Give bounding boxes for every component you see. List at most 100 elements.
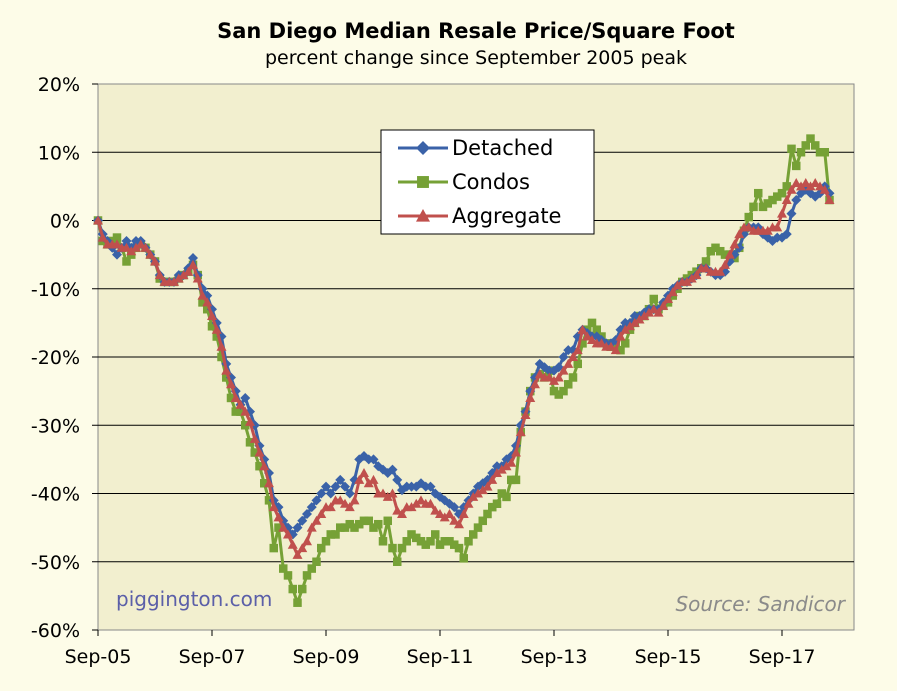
data-point	[340, 523, 350, 532]
y-tick-label: -50%	[31, 552, 80, 574]
x-tick-label: Sep-09	[293, 646, 360, 668]
data-point	[397, 543, 407, 553]
data-point	[544, 372, 555, 382]
data-point	[192, 273, 203, 283]
data-point	[502, 492, 511, 502]
data-point	[792, 161, 801, 171]
data-point	[796, 148, 806, 157]
series-aggregate	[93, 177, 835, 559]
data-point	[478, 516, 487, 526]
data-point	[354, 474, 365, 484]
data-point	[306, 522, 317, 532]
data-point	[815, 148, 825, 157]
data-point	[639, 311, 650, 321]
data-point	[359, 516, 369, 526]
data-point	[259, 461, 270, 471]
data-point	[202, 297, 213, 307]
data-point	[188, 253, 198, 264]
data-point	[397, 508, 407, 518]
legend-label: Aggregate	[452, 204, 561, 228]
data-point	[230, 392, 241, 402]
x-tick-label: Sep-15	[635, 646, 702, 668]
chart-subtitle: percent change since September 2005 peak	[265, 47, 687, 69]
data-point	[663, 293, 673, 303]
data-point	[112, 239, 122, 249]
data-point	[369, 523, 378, 532]
data-point	[634, 314, 645, 324]
data-point	[744, 212, 753, 222]
data-point	[473, 488, 483, 498]
data-point	[335, 474, 346, 485]
data-point	[487, 474, 498, 484]
data-point	[492, 468, 502, 478]
data-point	[325, 502, 336, 512]
data-point	[363, 478, 374, 488]
data-point	[211, 324, 222, 334]
data-point	[298, 584, 307, 594]
y-tick-label: 0%	[50, 211, 80, 233]
data-point	[592, 325, 601, 334]
x-tick-label: Sep-05	[65, 646, 132, 668]
data-point	[805, 181, 816, 191]
data-point	[596, 338, 607, 348]
watermark: piggington.com	[116, 587, 272, 611]
x-axis-ticks: Sep-05 Sep-07 Sep-09 Sep-11 Sep-13 Sep-15 Sep-…	[65, 630, 815, 668]
data-point	[743, 222, 754, 232]
data-point	[501, 461, 512, 471]
data-point	[254, 447, 265, 457]
data-point	[649, 294, 658, 304]
data-point	[283, 571, 293, 580]
data-point	[283, 529, 293, 539]
data-point	[274, 523, 283, 532]
data-point	[773, 192, 782, 201]
data-point	[701, 257, 711, 266]
data-point	[431, 530, 440, 539]
data-point	[791, 177, 802, 187]
data-point	[393, 557, 402, 566]
data-point	[392, 474, 403, 485]
data-point	[606, 341, 616, 351]
data-point	[819, 184, 830, 194]
y-tick-label: 20%	[38, 74, 80, 96]
data-point	[231, 407, 240, 416]
data-point	[469, 530, 478, 539]
legend-label: Condos	[452, 170, 530, 194]
data-point	[221, 365, 232, 375]
data-point	[439, 512, 450, 522]
data-point	[311, 495, 322, 506]
data-point	[330, 481, 341, 492]
data-point	[302, 508, 312, 519]
data-point	[706, 246, 715, 256]
data-point	[763, 199, 772, 208]
data-point	[316, 488, 327, 499]
data-point	[506, 457, 517, 467]
data-point	[126, 246, 137, 256]
data-point	[686, 273, 697, 283]
data-point	[97, 232, 108, 242]
data-point	[416, 209, 430, 222]
data-point	[112, 249, 122, 260]
data-point	[625, 321, 635, 331]
data-point	[781, 229, 792, 240]
data-point	[426, 537, 435, 546]
data-point	[374, 519, 383, 529]
data-point	[425, 498, 436, 508]
data-point	[667, 287, 678, 297]
data-point	[824, 195, 835, 205]
data-point	[724, 249, 735, 259]
data-point	[226, 393, 236, 403]
data-point	[292, 549, 303, 559]
data-point	[240, 392, 251, 403]
data-point	[336, 523, 345, 532]
data-point	[616, 345, 625, 355]
data-point	[729, 239, 740, 249]
x-tick-label: Sep-13	[521, 646, 588, 668]
data-point	[715, 266, 726, 276]
data-point	[378, 488, 388, 498]
data-point	[582, 331, 593, 341]
data-point	[122, 257, 131, 266]
data-point	[344, 502, 355, 512]
data-point	[268, 502, 279, 512]
data-point	[154, 270, 165, 280]
data-point	[250, 448, 259, 457]
